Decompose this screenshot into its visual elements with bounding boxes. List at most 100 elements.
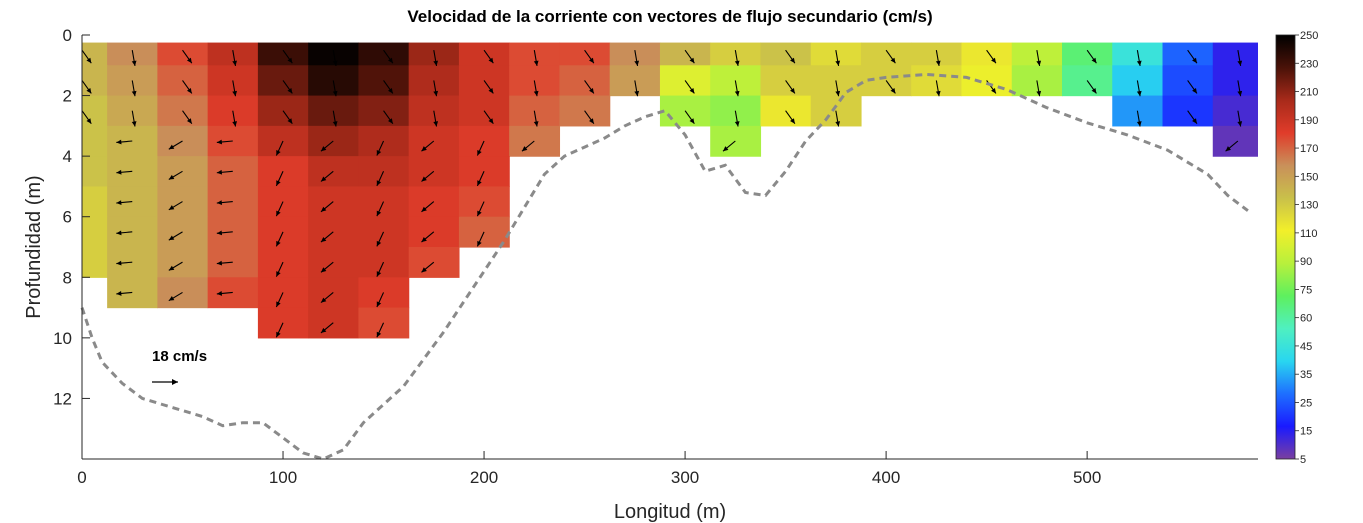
flow-vector-head <box>387 57 393 64</box>
x-tick-label: 300 <box>671 468 699 487</box>
scale-vector-label: 18 cm/s <box>152 348 207 365</box>
flow-vector-head <box>376 210 382 217</box>
flow-vector-head <box>276 301 281 307</box>
flow-vector-head <box>935 60 941 66</box>
velocity-cell <box>1212 65 1258 97</box>
velocity-cell <box>860 42 912 66</box>
colorbar-tick-label: 5 <box>1300 454 1306 466</box>
flow-vector-head <box>376 150 382 156</box>
y-axis: 0 2 4 6 8 10 12 <box>53 26 90 408</box>
velocity-cell <box>82 95 108 127</box>
flow-vector-head <box>1091 87 1097 94</box>
flow-vector-head <box>488 87 494 94</box>
flow-vector-head <box>477 240 482 247</box>
flow-vector-head <box>332 121 338 127</box>
flow-vector-head <box>1225 146 1231 152</box>
flow-vector-head <box>589 57 594 64</box>
colorbar-tick-label: 15 <box>1300 426 1312 438</box>
flow-vector-head <box>168 296 175 301</box>
velocity-cell <box>82 125 108 157</box>
flow-vector-head <box>116 291 122 296</box>
x-tick-label: 400 <box>872 468 900 487</box>
flow-vector-head <box>216 200 223 205</box>
velocity-cell <box>1062 42 1113 66</box>
flow-vector-head <box>186 87 192 94</box>
velocity-cell <box>157 42 209 66</box>
flow-vector-head <box>116 200 122 205</box>
flow-vector-head <box>689 118 695 124</box>
flow-vector-head <box>168 265 175 271</box>
colorbar-tick-label: 250 <box>1300 30 1318 42</box>
flow-vector-head <box>790 87 795 94</box>
bottom-profile-line <box>80 72 1249 461</box>
y-tick-label: 6 <box>63 208 72 227</box>
flow-vector-head <box>421 176 427 182</box>
flow-vector <box>82 231 83 233</box>
velocity-cell <box>157 186 209 218</box>
velocity-cell <box>82 186 108 218</box>
flow-vector-head <box>186 57 192 64</box>
y-tick-label: 2 <box>63 87 72 106</box>
velocity-cell <box>1212 125 1258 157</box>
colorbar-tick-label: 60 <box>1300 313 1312 325</box>
colorbar-tick-label: 130 <box>1300 200 1318 212</box>
velocity-cell <box>1212 95 1258 127</box>
velocity-cell <box>458 42 510 66</box>
y-tick-label: 8 <box>63 268 72 287</box>
flow-vector-head <box>332 60 338 66</box>
velocity-cell <box>659 42 711 66</box>
velocity-cell <box>207 277 259 309</box>
flow-vector-head <box>421 146 427 152</box>
flow-vector-head <box>991 57 996 64</box>
flow-vector-head <box>232 121 238 127</box>
velocity-cell <box>82 247 108 278</box>
flow-vector-head <box>835 60 841 66</box>
flow-vector-head <box>433 121 439 127</box>
flow-vector-head <box>689 57 695 64</box>
velocity-cell <box>308 186 360 218</box>
velocity-cell <box>207 125 259 157</box>
flow-vector-head <box>320 146 327 152</box>
flow-vector-head <box>991 87 996 94</box>
x-axis: 0 100 200 300 400 500 <box>77 451 1101 487</box>
velocity-cell <box>107 186 158 218</box>
flow-vector-head <box>790 57 795 64</box>
flow-vector-head <box>276 210 281 217</box>
y-tick-label: 0 <box>63 26 72 45</box>
velocity-cell <box>308 156 360 188</box>
flow-vector-head <box>421 267 427 273</box>
flow-vector <box>82 171 83 172</box>
velocity-cell <box>509 125 561 157</box>
flow-vector-head <box>116 230 122 236</box>
flow-vector-head <box>68 235 74 240</box>
flow-vector-head <box>734 90 740 97</box>
velocity-cell <box>559 42 611 66</box>
flow-vector-head <box>835 121 841 127</box>
velocity-cell <box>157 247 209 278</box>
colorbar-ticks: 250 230 210 190 170 150 130 110 90 75 60 45 35 25 15 5 <box>1295 30 1318 466</box>
velocity-cell <box>408 216 460 248</box>
velocity-cell <box>760 42 812 66</box>
scale-vector-arrowhead <box>172 379 178 385</box>
velocity-cell <box>408 247 460 278</box>
flow-vector-head <box>116 169 122 175</box>
velocity-cell <box>1212 42 1258 66</box>
flow-vector-head <box>488 57 494 64</box>
flow-vector-head <box>421 237 427 243</box>
flow-vector-head <box>387 87 393 94</box>
flow-vector-head <box>287 87 293 94</box>
flow-vector-head <box>890 57 896 64</box>
velocity-cell <box>82 65 108 97</box>
flow-vector-head <box>86 87 92 94</box>
flow-vector-head <box>387 118 393 124</box>
flow-vector-head <box>488 118 494 124</box>
flow-vector-head <box>287 118 293 124</box>
flow-vector-head <box>477 180 482 186</box>
colorbar-tick-label: 25 <box>1300 397 1312 409</box>
flow-vector-head <box>216 169 223 175</box>
scale-vector: 18 cm/s <box>152 348 207 385</box>
flow-vector-head <box>168 174 175 180</box>
colorbar-tick-label: 35 <box>1300 369 1312 381</box>
flow-vector-head <box>1237 90 1243 97</box>
